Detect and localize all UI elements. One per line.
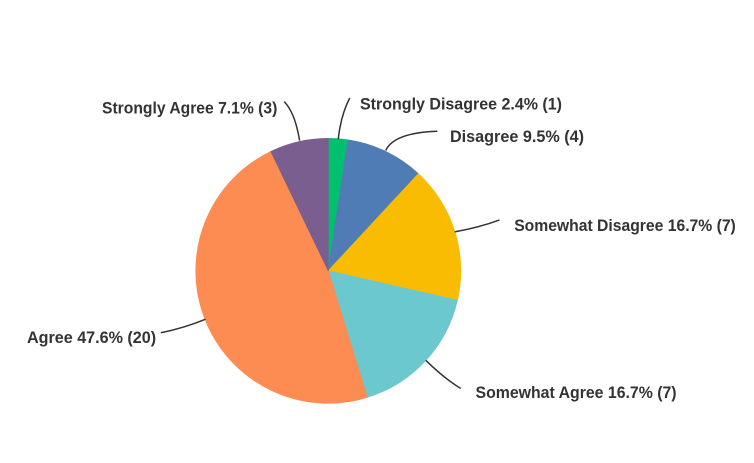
svg-text:Strongly Agree 7.1% (3): Strongly Agree 7.1% (3) bbox=[102, 99, 277, 118]
svg-text:Agree 47.6% (20): Agree 47.6% (20) bbox=[27, 328, 156, 347]
svg-text:Somewhat Agree 16.7% (7): Somewhat Agree 16.7% (7) bbox=[476, 383, 677, 402]
svg-text:Strongly Disagree 2.4% (1): Strongly Disagree 2.4% (1) bbox=[360, 95, 562, 114]
svg-text:Disagree 9.5% (4): Disagree 9.5% (4) bbox=[450, 127, 584, 146]
svg-text:Somewhat Disagree 16.7% (7): Somewhat Disagree 16.7% (7) bbox=[514, 216, 736, 235]
